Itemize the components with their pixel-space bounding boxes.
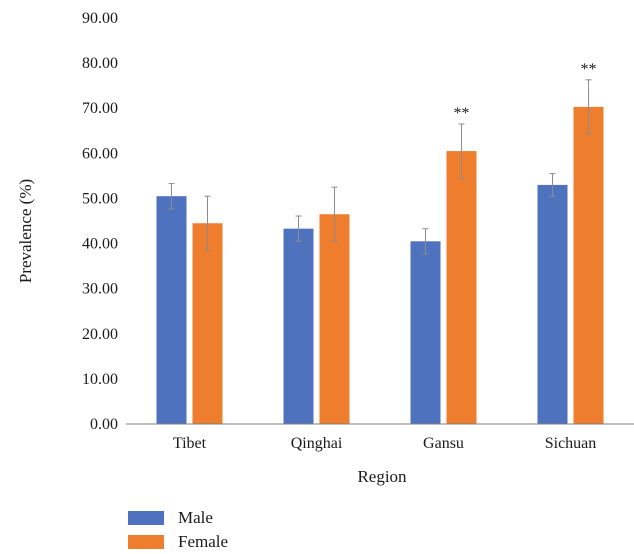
y-tick-label: 10.00 bbox=[82, 371, 118, 388]
bars bbox=[156, 106, 604, 425]
bar-female bbox=[446, 151, 477, 425]
error-bar bbox=[168, 183, 175, 210]
y-tick-label: 70.00 bbox=[82, 100, 118, 117]
bar-male bbox=[410, 241, 441, 424]
legend: Male Female bbox=[128, 506, 228, 554]
significance-marker: ** bbox=[581, 61, 597, 78]
legend-item-male: Male bbox=[128, 506, 228, 530]
bar-male bbox=[283, 228, 314, 424]
bar-female bbox=[319, 214, 350, 424]
error-bar bbox=[204, 195, 211, 251]
x-axis-ticks: Tibet Qinghai Gansu Sichuan bbox=[173, 435, 596, 452]
y-axis-title: Prevalence (%) bbox=[16, 179, 35, 283]
y-tick-label: 30.00 bbox=[82, 281, 118, 298]
bar-female bbox=[573, 106, 604, 424]
legend-swatch-female bbox=[128, 535, 164, 549]
y-axis-ticks: 0.00 10.00 20.00 30.00 40.00 50.00 60.00 70.00 8… bbox=[82, 10, 118, 433]
y-tick-label: 40.00 bbox=[82, 236, 118, 253]
x-tick-label: Sichuan bbox=[545, 435, 597, 452]
y-tick-label: 50.00 bbox=[82, 190, 118, 207]
error-bar bbox=[585, 79, 592, 135]
error-bar bbox=[458, 123, 465, 179]
error-bars bbox=[168, 79, 592, 255]
legend-label-male: Male bbox=[178, 508, 213, 527]
error-bar bbox=[295, 215, 302, 242]
bar-male bbox=[156, 196, 187, 424]
y-tick-label: 80.00 bbox=[82, 55, 118, 72]
bar-male bbox=[537, 184, 568, 424]
y-tick-label: 0.00 bbox=[90, 416, 118, 433]
y-tick-label: 90.00 bbox=[82, 10, 118, 27]
legend-label-female: Female bbox=[178, 532, 229, 551]
x-tick-label: Tibet bbox=[173, 435, 207, 452]
bar-female bbox=[192, 223, 223, 424]
bar-chart: 0.00 10.00 20.00 30.00 40.00 50.00 60.00 70.00 8… bbox=[16, 10, 634, 486]
y-tick-label: 60.00 bbox=[82, 145, 118, 162]
legend-swatch-male bbox=[128, 511, 164, 525]
error-bar bbox=[331, 186, 338, 242]
error-bar bbox=[422, 228, 429, 255]
significance-annotations: ** ** bbox=[454, 61, 597, 122]
x-tick-label: Qinghai bbox=[291, 435, 343, 452]
x-tick-label: Gansu bbox=[423, 435, 464, 452]
y-tick-label: 20.00 bbox=[82, 326, 118, 343]
error-bar bbox=[549, 173, 556, 197]
legend-item-female: Female bbox=[128, 530, 228, 554]
x-axis-title: Region bbox=[357, 467, 407, 486]
significance-marker: ** bbox=[454, 105, 470, 122]
